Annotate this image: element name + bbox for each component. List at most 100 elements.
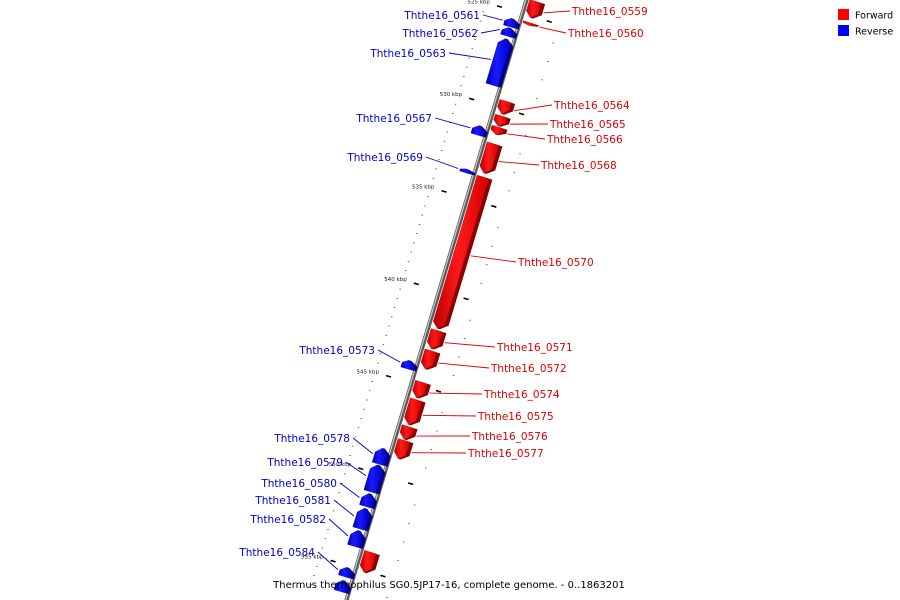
- minor-tick: [425, 467, 427, 469]
- gene-Ththe16_0573[interactable]: [400, 360, 418, 372]
- gene-arrow: [485, 38, 510, 87]
- gene-Ththe16_0564[interactable]: [497, 99, 516, 115]
- minor-tick: [413, 504, 416, 506]
- minor-tick: [463, 76, 465, 77]
- gene-Ththe16_0582[interactable]: [347, 530, 366, 549]
- gene-arrow-side: [409, 360, 418, 372]
- minor-tick: [391, 316, 393, 318]
- gene-arrow: [371, 447, 388, 466]
- minor-tick: [452, 375, 455, 377]
- major-tick-left: [413, 282, 420, 286]
- gene-Ththe16_0560[interactable]: [522, 20, 539, 27]
- gene-arrow-side: [483, 145, 503, 174]
- major-tick-left: [358, 467, 364, 471]
- gene-label[interactable]: Ththe16_0568: [540, 160, 617, 172]
- gene-label[interactable]: Ththe16_0577: [467, 448, 544, 460]
- minor-tick: [418, 223, 421, 225]
- gene-label[interactable]: Ththe16_0566: [546, 134, 623, 146]
- gene-Ththe16_0580[interactable]: [359, 493, 378, 510]
- gene-label[interactable]: Ththe16_0578: [273, 433, 350, 445]
- minor-tick: [407, 260, 410, 262]
- gene-label[interactable]: Ththe16_0570: [517, 257, 594, 269]
- gene-leader-line: [438, 362, 490, 369]
- gene-label[interactable]: Ththe16_0575: [477, 411, 554, 423]
- minor-tick: [332, 510, 335, 512]
- minor-tick: [427, 196, 429, 198]
- gene-Ththe16_0577[interactable]: [393, 438, 414, 460]
- gene-Ththe16_0563[interactable]: [485, 38, 514, 88]
- gene-leader-line: [539, 26, 567, 34]
- gene-Ththe16_0562[interactable]: [500, 27, 518, 39]
- gene-label[interactable]: Ththe16_0579: [266, 457, 343, 469]
- gene-arrow-side: [495, 128, 508, 136]
- gene-label[interactable]: Ththe16_0582: [249, 514, 326, 526]
- gene-Ththe16_0561[interactable]: [503, 18, 521, 30]
- gene-label[interactable]: Ththe16_0565: [549, 119, 626, 131]
- gene-arrow: [420, 348, 437, 370]
- minor-tick: [363, 408, 365, 410]
- gene-arrow-side: [398, 442, 414, 460]
- gene-Ththe16_0576[interactable]: [399, 424, 418, 441]
- minor-tick: [443, 140, 446, 142]
- gene-label[interactable]: Ththe16_0571: [496, 342, 573, 354]
- gene-Ththe16_0572[interactable]: [420, 348, 441, 370]
- gene-arrow: [347, 530, 363, 549]
- minor-tick: [388, 325, 390, 327]
- gene-leader-line: [377, 349, 401, 363]
- gene-leader-line: [480, 28, 501, 34]
- minor-tick: [313, 575, 315, 576]
- gene-arrow: [433, 174, 489, 329]
- gene-Ththe16_0581[interactable]: [352, 507, 373, 532]
- gene-Ththe16_0566[interactable]: [490, 125, 508, 136]
- gene-arrow: [426, 328, 443, 350]
- tick-label: 545 kbp: [357, 369, 380, 375]
- gene-label[interactable]: Ththe16_0572: [490, 363, 567, 375]
- gene-label[interactable]: Ththe16_0573: [298, 345, 375, 357]
- gene-arrow: [493, 113, 508, 127]
- gene-leader-line: [448, 52, 491, 60]
- gene-label[interactable]: Ththe16_0576: [471, 431, 548, 443]
- minor-tick: [377, 362, 379, 364]
- gene-Ththe16_0569[interactable]: [459, 168, 476, 176]
- gene-Ththe16_0559[interactable]: [526, 0, 546, 19]
- gene-Ththe16_0578[interactable]: [371, 447, 391, 467]
- gene-label[interactable]: Ththe16_0581: [254, 495, 331, 507]
- gene-arrow-side: [358, 530, 366, 549]
- gene-Ththe16_0584[interactable]: [338, 567, 356, 580]
- gene-label[interactable]: Ththe16_0569: [346, 152, 423, 164]
- gene-arrow: [490, 125, 504, 135]
- gene-label[interactable]: Ththe16_0567: [355, 113, 432, 125]
- gene-label[interactable]: Ththe16_0564: [553, 100, 630, 112]
- gene-Ththe16_0585[interactable]: [333, 579, 352, 595]
- gene-Ththe16_0583[interactable]: [359, 550, 380, 574]
- gene-leader-line: [543, 10, 571, 14]
- gene-label[interactable]: Ththe16_0580: [260, 478, 337, 490]
- minor-tick: [491, 245, 494, 247]
- gene-label[interactable]: Ththe16_0559: [571, 6, 648, 18]
- minor-tick: [463, 338, 466, 340]
- gene-arrow-side: [511, 18, 521, 30]
- minor-tick: [404, 270, 407, 271]
- gene-label[interactable]: Ththe16_0560: [567, 28, 644, 40]
- minor-tick: [399, 288, 401, 290]
- gene-Ththe16_0565[interactable]: [493, 113, 511, 127]
- legend-forward-swatch: [838, 9, 849, 20]
- gene-label[interactable]: Ththe16_0574: [483, 389, 560, 401]
- gene-Ththe16_0571[interactable]: [426, 328, 447, 350]
- gene-label[interactable]: Ththe16_0584: [238, 547, 315, 559]
- gene-arrow: [363, 464, 383, 494]
- minor-tick: [446, 131, 448, 133]
- gene-label[interactable]: Ththe16_0562: [401, 28, 478, 40]
- gene-Ththe16_0567[interactable]: [470, 125, 488, 138]
- gene-Ththe16_0575[interactable]: [404, 397, 426, 426]
- gene-Ththe16_0568[interactable]: [479, 141, 503, 174]
- gene-label[interactable]: Ththe16_0563: [369, 48, 446, 60]
- gene-Ththe16_0574[interactable]: [412, 380, 431, 399]
- gene-Ththe16_0570[interactable]: [433, 174, 493, 330]
- gene-arrow-side: [497, 38, 514, 88]
- map-caption: Thermus thermophilus SG0.5JP17-16, compl…: [272, 580, 625, 591]
- gene-Ththe16_0579[interactable]: [363, 464, 386, 495]
- gene-arrow: [497, 99, 512, 115]
- minor-tick: [474, 39, 476, 40]
- gene-label[interactable]: Ththe16_0561: [403, 10, 480, 22]
